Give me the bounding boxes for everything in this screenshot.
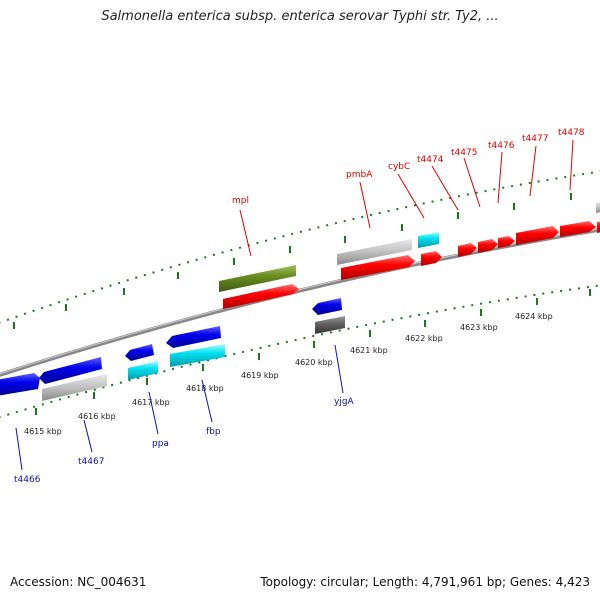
tick-label: 4620 kbp [295, 358, 333, 367]
map-title: Salmonella enterica subsp. enterica sero… [101, 9, 499, 24]
reverse-gene-labels: t4466 t4467 ppa fbp yjgA [14, 397, 355, 485]
gene-label-t4475[interactable]: t4475 [451, 148, 477, 158]
tick-label: 4615 kbp [24, 427, 62, 436]
genome-info-text: Topology: circular; Length: 4,791,961 bp… [260, 575, 590, 589]
gene-yjgA[interactable] [312, 298, 342, 315]
tick-label: 4624 kbp [515, 312, 553, 321]
tick-label: 4616 kbp [78, 412, 116, 421]
gene-t4476[interactable] [498, 236, 515, 248]
genome-backbone [0, 227, 600, 377]
gene-label-pmbA[interactable]: pmbA [346, 170, 373, 180]
reverse-major-ticks [35, 289, 591, 415]
gene-yjgA-dark[interactable] [315, 316, 345, 334]
gene-t4474[interactable] [458, 243, 477, 257]
gene-t4467[interactable] [39, 357, 102, 384]
gene-label-t4478[interactable]: t4478 [558, 128, 585, 138]
gene-label-ppa[interactable]: ppa [152, 439, 169, 449]
accession-text: Accession: NC_004631 [10, 575, 147, 589]
gene-label-fbp[interactable]: fbp [206, 427, 221, 437]
tick-label: 4623 kbp [460, 323, 498, 332]
gene-ppa-rna[interactable] [128, 361, 158, 380]
gene-t4478[interactable] [560, 221, 596, 237]
gene-t4475[interactable] [478, 239, 498, 253]
gene-t4477[interactable] [516, 226, 559, 245]
gene-pmbA[interactable] [341, 255, 415, 280]
gene-label-t4476[interactable]: t4476 [488, 141, 515, 151]
gene-cybC[interactable] [421, 251, 442, 266]
forward-gene-labels: mpl pmbA cybC t4474 t4475 t4476 t4477 t4… [232, 128, 585, 206]
gene-pseudo-edge[interactable] [596, 202, 600, 213]
gene-label-yjgA[interactable]: yjgA [334, 397, 355, 407]
tick-label: 4618 kbp [186, 384, 224, 393]
scale-labels: 4615 kbp 4616 kbp 4617 kbp 4618 kbp 4619… [24, 312, 553, 436]
gene-reverse[interactable] [0, 373, 40, 396]
gene-ppa[interactable] [125, 344, 154, 361]
tick-label: 4622 kbp [405, 334, 443, 343]
tick-label: 4619 kbp [241, 371, 279, 380]
reverse-label-lines [15, 344, 344, 471]
gene-label-t4474[interactable]: t4474 [417, 155, 444, 165]
gene-label-t4467[interactable]: t4467 [78, 457, 104, 467]
gene-label-t4477[interactable]: t4477 [522, 134, 548, 144]
reverse-tick-track [0, 284, 600, 419]
gene-edge[interactable] [597, 221, 600, 233]
forward-label-lines [239, 139, 574, 257]
forward-major-ticks [13, 193, 572, 329]
gene-cybC-rna[interactable] [418, 232, 439, 248]
gene-pseudo[interactable] [337, 239, 412, 265]
forward-tick-track [0, 170, 600, 324]
gene-fbp[interactable] [166, 326, 221, 348]
tick-label: 4621 kbp [350, 346, 388, 355]
gene-label-cybC[interactable]: cybC [388, 162, 410, 172]
genome-backbone-highlight [0, 228, 600, 375]
reverse-genes [0, 298, 345, 401]
gene-fbp-rna[interactable] [170, 344, 225, 367]
gene-label-t4466[interactable]: t4466 [14, 475, 41, 485]
forward-genes [219, 202, 600, 309]
gene-mpl-feature[interactable] [219, 265, 296, 292]
gene-forward[interactable] [223, 284, 299, 309]
gene-label-mpl[interactable]: mpl [232, 196, 249, 206]
gene-t4467-pseudo[interactable] [42, 374, 107, 401]
